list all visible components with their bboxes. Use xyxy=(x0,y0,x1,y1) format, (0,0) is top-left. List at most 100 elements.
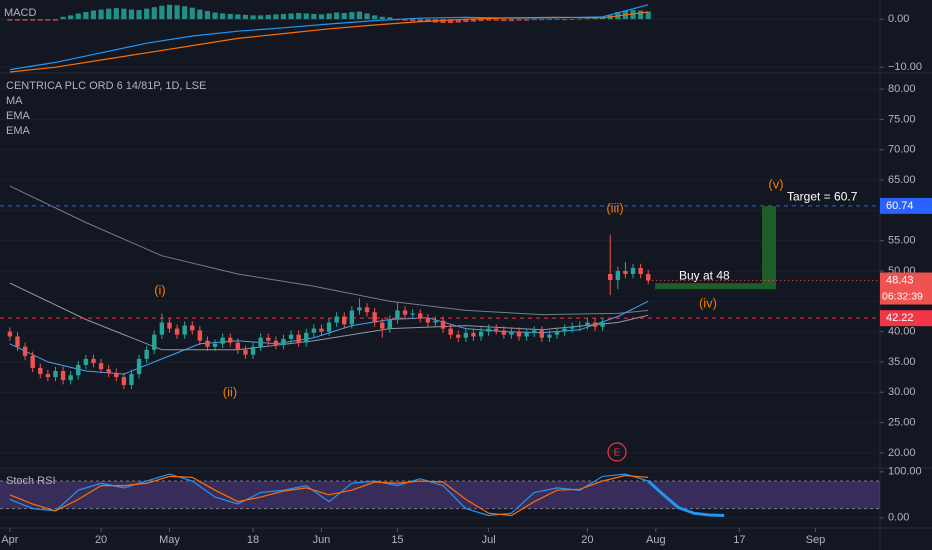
candle-body xyxy=(205,340,210,347)
histogram-bar xyxy=(311,13,317,20)
histogram-bar xyxy=(212,12,218,20)
wave-label: (v) xyxy=(768,176,783,191)
histogram-bar xyxy=(402,19,408,21)
candle-body xyxy=(440,320,446,329)
candle-body xyxy=(410,313,415,315)
candle-body xyxy=(547,334,552,338)
candle-body xyxy=(53,371,58,378)
y-tick-label: 75.00 xyxy=(888,113,916,125)
histogram-bar xyxy=(45,19,51,21)
histogram-bar xyxy=(554,19,560,20)
candle-body xyxy=(174,328,180,335)
x-tick-label: Sep xyxy=(806,534,826,546)
candle-body xyxy=(395,310,400,320)
histogram-bar xyxy=(60,16,66,20)
event-marker xyxy=(607,442,627,462)
macd-line xyxy=(9,11,649,73)
candle-body xyxy=(592,322,598,327)
countdown-label: 06:32:39 xyxy=(882,290,923,302)
histogram-bar xyxy=(326,13,332,20)
histogram-bar xyxy=(242,14,249,20)
y-tick-label: 30.00 xyxy=(888,386,916,398)
candle-body xyxy=(38,368,43,375)
candle-body xyxy=(585,322,590,326)
histogram-bar xyxy=(90,10,97,20)
histogram-bar xyxy=(318,14,325,20)
candle-body xyxy=(144,349,149,359)
candle-body xyxy=(243,349,248,355)
wave-label: (i) xyxy=(154,282,166,297)
candle-body xyxy=(281,338,286,345)
candle-body xyxy=(600,322,605,327)
histogram-bar xyxy=(562,19,568,21)
candle-body xyxy=(311,328,317,333)
histogram-bar xyxy=(448,19,454,24)
candle-body xyxy=(402,310,408,315)
histogram-bar xyxy=(197,9,203,20)
candle-body xyxy=(15,336,20,347)
histogram-bar xyxy=(144,8,150,20)
candle-body xyxy=(114,372,119,378)
histogram-bar xyxy=(159,5,165,20)
histogram-bar xyxy=(478,19,484,22)
candle-body xyxy=(349,310,355,325)
plot-layer: 0.00−10.0080.0075.0070.0065.0060.0055.00… xyxy=(0,4,932,546)
moving-average xyxy=(9,185,649,316)
candle-body xyxy=(22,346,28,356)
x-tick-label: 15 xyxy=(391,534,403,546)
histogram-bar xyxy=(182,6,188,20)
histogram-bar xyxy=(250,15,256,20)
y-tick-label: 25.00 xyxy=(888,416,916,428)
stoch-title: Stoch RSI xyxy=(6,475,56,487)
stoch-projection xyxy=(647,479,725,517)
histogram-bar xyxy=(508,19,515,22)
y-tick-label: 70.00 xyxy=(888,144,916,156)
histogram-bar xyxy=(7,19,13,21)
candle-body xyxy=(486,328,491,332)
event-label: E xyxy=(614,448,621,459)
candle-body xyxy=(387,319,393,329)
candle-body xyxy=(509,331,514,335)
candle-body xyxy=(418,313,423,319)
y-tick-label: 55.00 xyxy=(888,235,916,247)
histogram-bar xyxy=(106,8,112,20)
entry-label: Buy at 48 xyxy=(679,268,730,282)
histogram-bar xyxy=(288,13,294,20)
candle-body xyxy=(570,326,575,329)
candle-body xyxy=(539,330,545,338)
candle-body xyxy=(380,322,385,329)
level-label: 42.22 xyxy=(886,312,914,324)
candle-body xyxy=(228,337,233,343)
candle-body xyxy=(608,274,613,281)
candle-body xyxy=(106,369,111,373)
position-entry-bar xyxy=(655,283,776,290)
x-tick-label: Jul xyxy=(482,534,496,546)
level-label: 60.74 xyxy=(886,200,914,212)
candle-body xyxy=(159,322,165,335)
candle-body xyxy=(121,377,127,385)
candle-body xyxy=(478,331,484,337)
candle-body xyxy=(30,355,35,368)
candle-body xyxy=(91,358,96,364)
histogram-bar xyxy=(524,19,530,21)
histogram-bar xyxy=(174,5,180,20)
y-tick-label: 0.00 xyxy=(888,512,909,524)
histogram-bar xyxy=(121,8,127,20)
histogram-bar xyxy=(501,19,507,22)
histogram-bar xyxy=(417,19,423,22)
y-tick-label: 40.00 xyxy=(888,326,916,338)
histogram-bar xyxy=(600,17,606,20)
histogram-bar xyxy=(569,19,575,20)
legend-entry: EMA xyxy=(6,125,31,137)
stoch-line xyxy=(9,473,649,517)
histogram-bar xyxy=(592,18,598,20)
candle-body xyxy=(562,328,567,332)
candle-body xyxy=(220,337,225,344)
x-tick-label: Jun xyxy=(313,534,331,546)
y-tick-label: 20.00 xyxy=(888,447,916,459)
candle-body xyxy=(45,374,51,378)
candle-body xyxy=(342,316,347,325)
histogram-bar xyxy=(30,19,36,21)
